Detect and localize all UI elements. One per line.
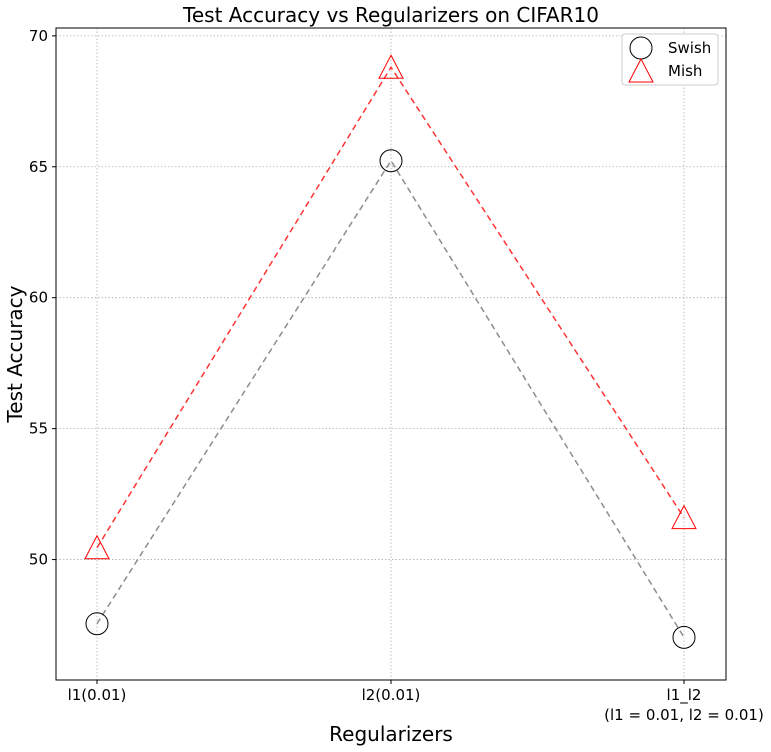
series-line-swish — [96, 159, 685, 638]
x-tick-label: l1(0.01) — [68, 686, 127, 704]
y-tick-label: 60 — [29, 289, 48, 307]
chart-title: Test Accuracy vs Regularizers on CIFAR10 — [182, 3, 599, 27]
data-point-mish — [84, 534, 110, 560]
x-tick-label: l1_l2 — [667, 686, 702, 705]
data-point-swish — [85, 612, 109, 636]
y-tick-label: 50 — [29, 551, 48, 569]
legend-box — [621, 33, 719, 86]
series-layer — [84, 54, 697, 649]
legend-marker-mish — [628, 57, 654, 83]
x-tick-label: l2(0.01) — [362, 686, 421, 704]
tick-layer: 50 55 60 65 70 l1(0.01) l2(0.01) l1_l2(l1 = 0.0… — [29, 27, 764, 724]
series-line-mish — [96, 65, 685, 549]
data-point-mish — [671, 504, 697, 530]
legend-label-mish: Mish — [668, 62, 702, 80]
data-point-swish — [379, 149, 403, 173]
y-axis-label: Test Accuracy — [3, 285, 27, 423]
data-point-swish — [672, 625, 696, 649]
data-point-mish — [378, 54, 404, 79]
grid-layer — [56, 28, 726, 680]
x-tick-label: (l1 = 0.01, l2 = 0.01) — [604, 706, 764, 724]
legend: Swish Mish — [621, 33, 719, 86]
y-tick-label: 65 — [29, 158, 48, 176]
y-tick-label: 70 — [29, 27, 48, 45]
legend-label-swish: Swish — [668, 39, 711, 57]
x-axis-label: Regularizers — [329, 722, 453, 746]
y-tick-label: 55 — [29, 420, 48, 438]
